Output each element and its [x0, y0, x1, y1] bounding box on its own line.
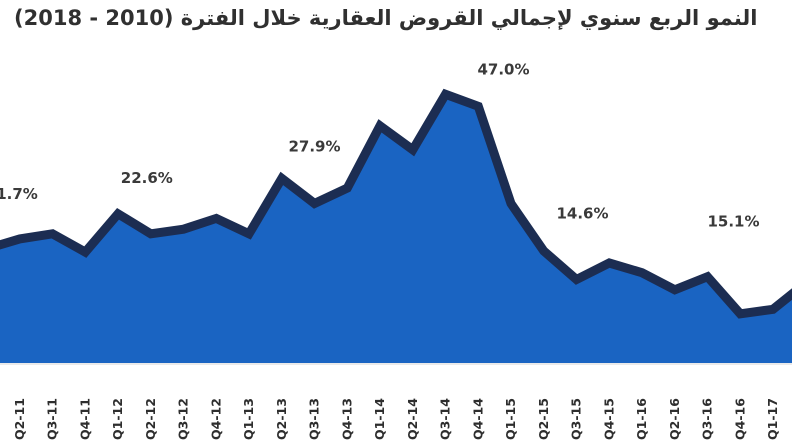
x-tick-label-q3-13: Q3-13	[307, 398, 322, 440]
series-line	[0, 88, 792, 319]
data-label-q2-12: 22.6%	[121, 169, 173, 187]
x-tick-label-q3-12: Q3-12	[176, 398, 191, 440]
data-label-q3-16: 15.1%	[707, 213, 759, 231]
x-tick-label-q1-14: Q1-14	[372, 398, 387, 440]
x-tick-label-q2-11: Q2-11	[12, 398, 27, 440]
data-label-q3-14: 47.0%	[477, 60, 529, 78]
x-tick-label-q2-15: Q2-15	[536, 398, 551, 440]
x-tick-label-q1-12: Q1-12	[110, 398, 125, 440]
x-tick-label-q4-11: Q4-11	[77, 398, 92, 440]
x-tick-label-q4-13: Q4-13	[339, 398, 354, 440]
chart-title: النمو الربع سنوي لإجمالي القروض العقارية…	[14, 6, 758, 30]
x-tick-label-q4-12: Q4-12	[208, 398, 223, 440]
data-label-q3-15: 14.6%	[556, 205, 608, 223]
x-tick-label-q3-15: Q3-15	[569, 398, 584, 440]
data-label-q2-11: 21.7%	[0, 185, 38, 203]
x-tick-label-q2-14: Q2-14	[405, 398, 420, 440]
x-tick-label-q1-16: Q1-16	[634, 398, 649, 440]
x-tick-label-q4-15: Q4-15	[601, 398, 616, 440]
x-tick-label-q4-16: Q4-16	[732, 398, 747, 440]
x-tick-label-q2-16: Q2-16	[667, 398, 682, 440]
x-tick-label-q3-11: Q3-11	[45, 398, 60, 440]
x-tick-label-q3-14: Q3-14	[438, 398, 453, 440]
x-tick-label-q1-15: Q1-15	[503, 398, 518, 440]
x-tick-label-q2-12: Q2-12	[143, 398, 158, 440]
x-tick-label-q1-17: Q1-17	[765, 398, 780, 440]
x-tick-label-q4-14: Q4-14	[470, 398, 485, 440]
x-tick-label-q2-13: Q2-13	[274, 398, 289, 440]
area-fill	[0, 94, 792, 363]
x-tick-label-q3-16: Q3-16	[700, 398, 715, 440]
data-label-q3-13: 27.9%	[288, 138, 340, 156]
x-tick-label-q1-13: Q1-13	[241, 398, 256, 440]
